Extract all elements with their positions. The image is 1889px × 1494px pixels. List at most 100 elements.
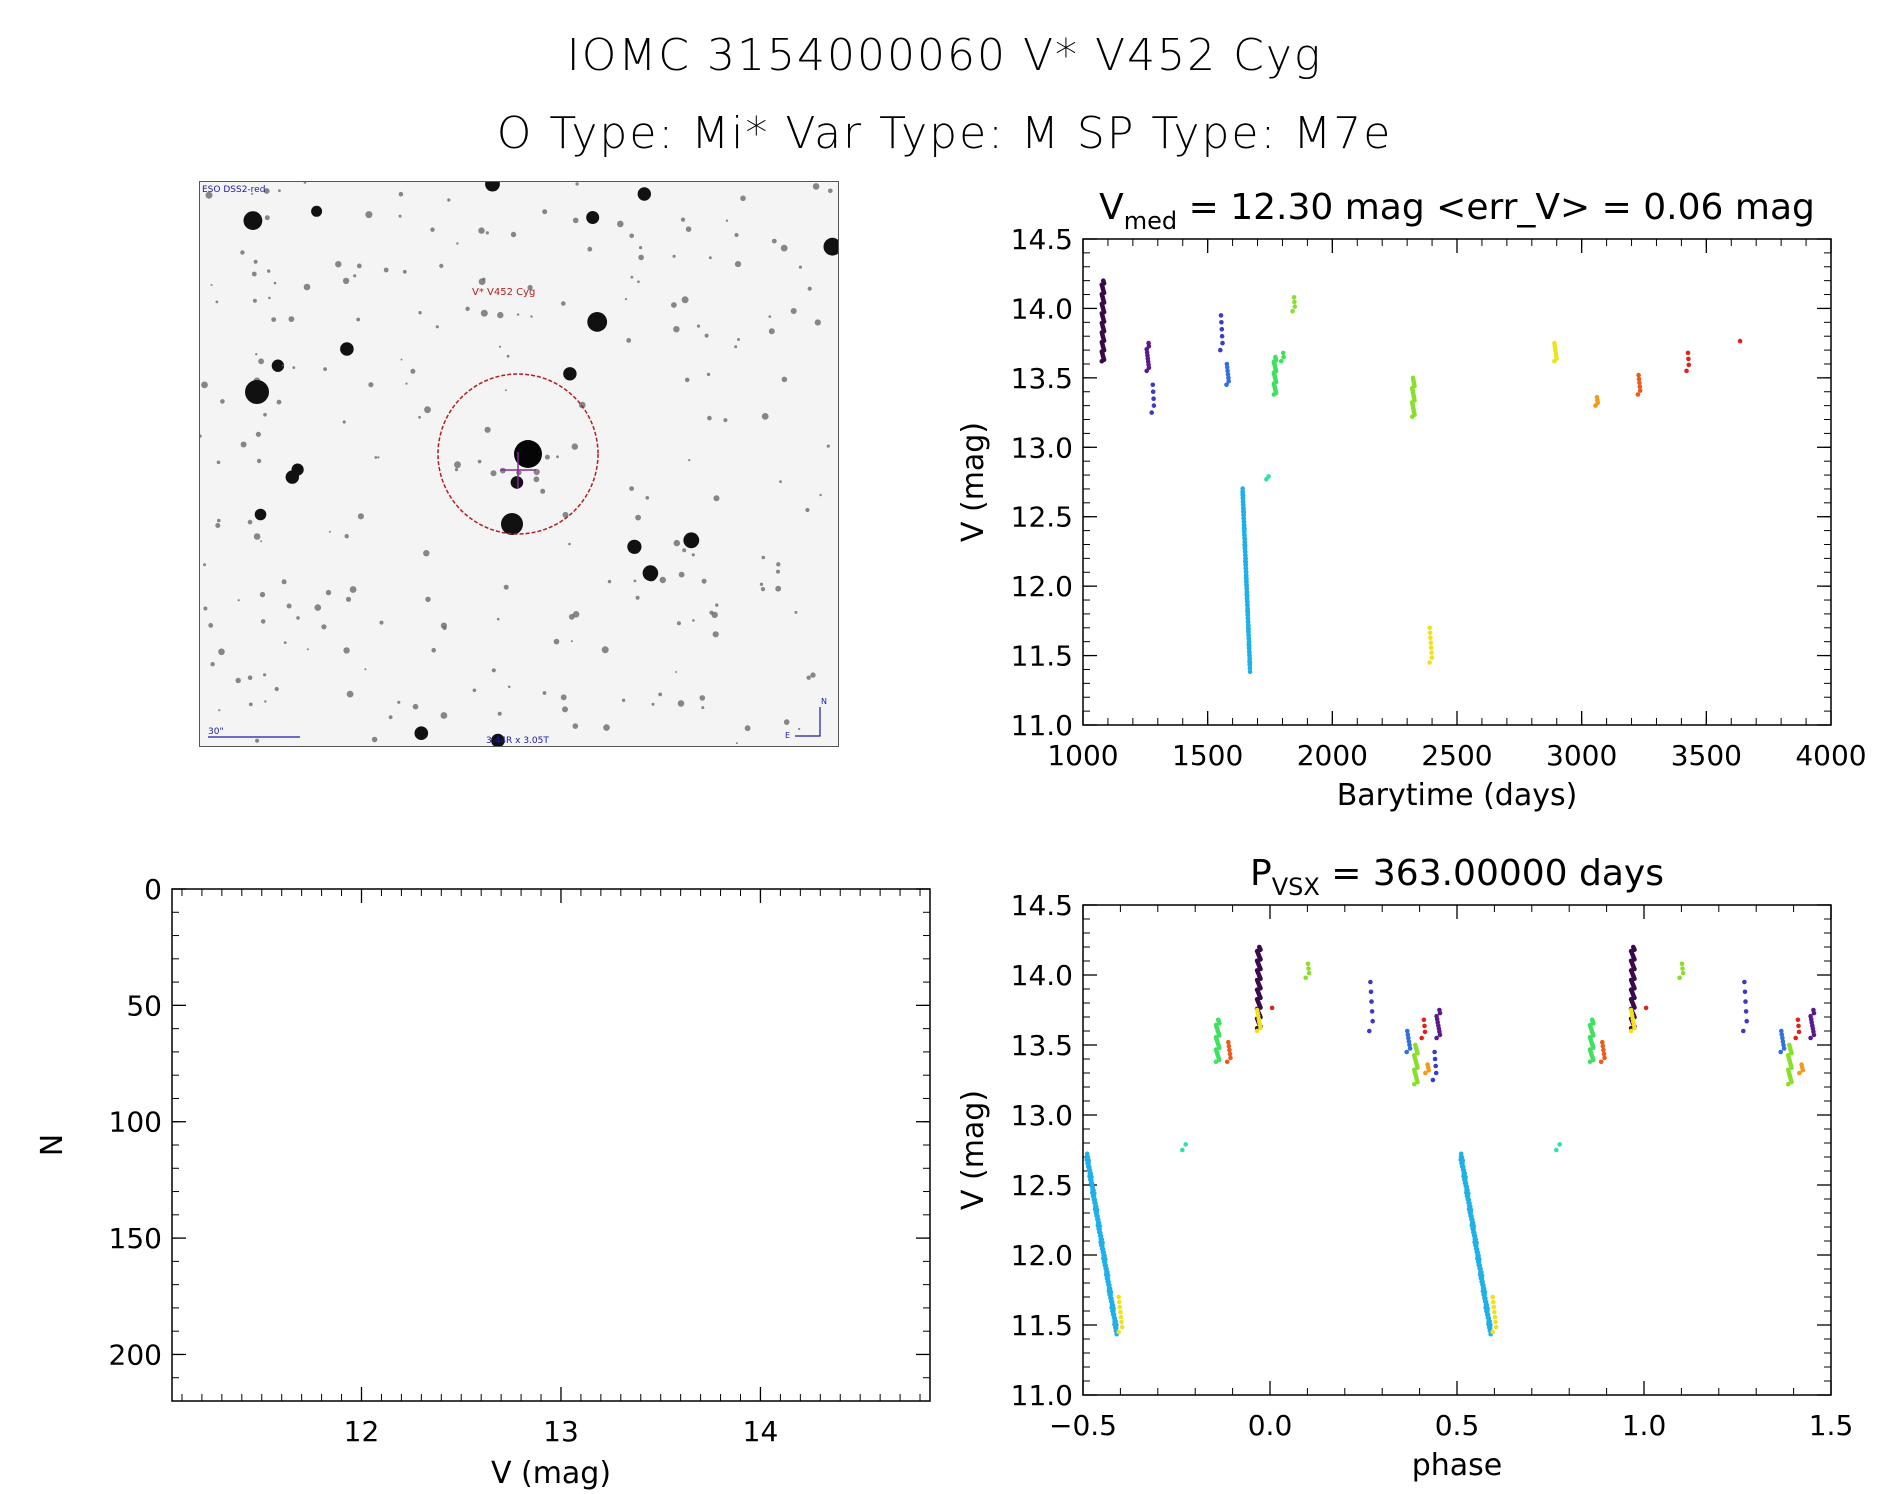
star-dot bbox=[303, 283, 311, 291]
data-point bbox=[1089, 1174, 1094, 1180]
star-dot bbox=[253, 259, 258, 264]
data-point bbox=[1631, 944, 1636, 950]
y-tick-label: 11.5 bbox=[1011, 1309, 1073, 1342]
data-point bbox=[1474, 1240, 1479, 1245]
data-point bbox=[1557, 1142, 1562, 1147]
star-dot bbox=[771, 238, 777, 244]
data-point bbox=[1180, 1147, 1185, 1153]
data-point bbox=[1471, 1224, 1477, 1229]
star-dot bbox=[776, 562, 781, 567]
star-dot bbox=[412, 703, 419, 710]
star-dot bbox=[368, 382, 374, 388]
data-point bbox=[1244, 576, 1249, 582]
star-dot bbox=[783, 719, 790, 725]
star-dot bbox=[603, 724, 610, 731]
data-point bbox=[1594, 395, 1600, 400]
data-point bbox=[1151, 396, 1156, 402]
star-dot bbox=[696, 324, 701, 328]
star-dot bbox=[533, 476, 540, 483]
data-point bbox=[1225, 372, 1231, 377]
data-point bbox=[1369, 999, 1374, 1004]
star-dot bbox=[775, 585, 782, 592]
star-dot bbox=[681, 296, 689, 304]
star-dot bbox=[472, 688, 477, 693]
data-point bbox=[1433, 1063, 1438, 1069]
star-dot bbox=[507, 685, 511, 689]
star-dot bbox=[281, 364, 284, 367]
star-dot bbox=[607, 579, 612, 584]
star-dot bbox=[285, 470, 299, 484]
star-dot bbox=[617, 220, 624, 228]
data-point bbox=[1183, 1142, 1188, 1147]
data-point bbox=[1101, 278, 1106, 284]
data-point bbox=[1799, 1062, 1804, 1067]
data-point bbox=[1369, 1009, 1375, 1014]
x-tick-label: −0.5 bbox=[1049, 1409, 1117, 1442]
data-point bbox=[1466, 1191, 1471, 1196]
north-label: N bbox=[821, 697, 827, 706]
data-point bbox=[1118, 1309, 1123, 1315]
data-point bbox=[1241, 516, 1247, 521]
x-tick-label: 0.5 bbox=[1435, 1409, 1480, 1442]
y-tick-label: 100 bbox=[109, 1106, 162, 1139]
data-point bbox=[1778, 1049, 1783, 1055]
data-point bbox=[1628, 1007, 1634, 1013]
data-point bbox=[1220, 340, 1225, 346]
data-point bbox=[1242, 526, 1247, 532]
star-dot bbox=[480, 309, 488, 317]
star-dot bbox=[688, 459, 691, 462]
star-dot bbox=[704, 333, 709, 338]
star-dot bbox=[637, 187, 651, 201]
data-point bbox=[1151, 403, 1157, 408]
data-point bbox=[1434, 1035, 1439, 1041]
star-dot bbox=[281, 579, 287, 585]
y-tick-label: 12.0 bbox=[1011, 1239, 1073, 1272]
data-point bbox=[1092, 1191, 1097, 1196]
data-point bbox=[1422, 1023, 1427, 1029]
star-dot bbox=[678, 571, 685, 578]
star-dot bbox=[575, 182, 579, 186]
data-point bbox=[1428, 635, 1433, 640]
data-point bbox=[1227, 1047, 1232, 1053]
data-point bbox=[1097, 1224, 1103, 1229]
star-dot bbox=[203, 563, 206, 567]
data-point bbox=[1686, 356, 1691, 362]
star-dot bbox=[506, 354, 510, 358]
star-dot bbox=[342, 420, 346, 424]
star-dot bbox=[572, 723, 579, 729]
data-point bbox=[1601, 1047, 1606, 1053]
data-point bbox=[1428, 640, 1434, 645]
star-dot bbox=[734, 345, 738, 349]
star-dot bbox=[768, 315, 772, 318]
data-point bbox=[1243, 569, 1249, 575]
star-dot bbox=[776, 569, 780, 574]
data-point bbox=[1225, 368, 1230, 374]
x-tick-label: 14 bbox=[743, 1415, 779, 1448]
star-dot bbox=[398, 191, 404, 197]
data-point bbox=[1785, 1067, 1791, 1073]
star-dot bbox=[571, 443, 578, 450]
data-point bbox=[1367, 1028, 1372, 1034]
data-point bbox=[1291, 295, 1297, 300]
data-point bbox=[1245, 616, 1251, 621]
star-dot bbox=[356, 263, 362, 269]
star-dot bbox=[672, 254, 676, 258]
data-point bbox=[1111, 1306, 1116, 1311]
star-dot bbox=[587, 246, 593, 252]
star-dot bbox=[759, 582, 764, 586]
data-point bbox=[1780, 1035, 1785, 1041]
star-dot bbox=[353, 274, 357, 278]
star-dot bbox=[240, 250, 245, 255]
data-point bbox=[1146, 340, 1151, 346]
star-dot bbox=[510, 476, 524, 489]
data-point bbox=[1742, 979, 1747, 985]
star-dot bbox=[402, 269, 407, 274]
star-dot bbox=[418, 415, 421, 419]
star-dot bbox=[651, 702, 655, 706]
star-dot bbox=[713, 495, 720, 502]
star-dot bbox=[340, 342, 354, 356]
star-dot bbox=[497, 711, 502, 716]
data-point bbox=[1787, 1042, 1792, 1048]
x-tick-label: 4000 bbox=[1795, 739, 1866, 772]
star-dot bbox=[504, 389, 507, 392]
